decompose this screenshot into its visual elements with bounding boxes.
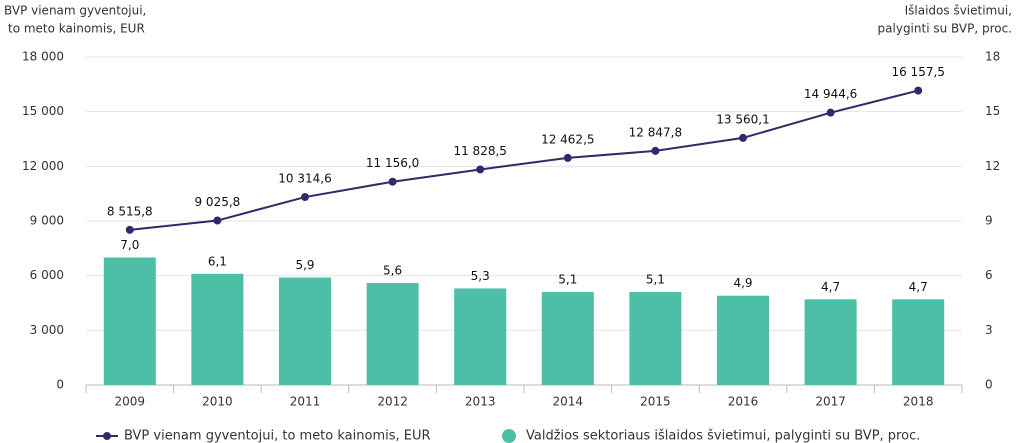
y2-tick-label: 0 (985, 378, 993, 392)
bar (717, 295, 769, 385)
legend-swatch (502, 429, 516, 443)
line-point (388, 177, 397, 186)
bar (279, 277, 331, 385)
bar (629, 292, 682, 385)
bar (103, 257, 156, 385)
line-label: 12 847,8 (629, 125, 682, 139)
bar (804, 299, 857, 385)
bar-label: 4,9 (733, 276, 752, 290)
line-label: 10 314,6 (278, 172, 331, 186)
bar-label: 5,3 (471, 269, 490, 283)
x-tick-label: 2015 (640, 395, 671, 409)
bar (892, 299, 945, 385)
x-tick-label: 2016 (728, 395, 759, 409)
bar-label: 5,1 (646, 273, 665, 287)
line-label: 13 560,1 (716, 112, 769, 126)
line-label: 12 462,5 (541, 132, 594, 146)
y-axis-title: BVP vienam gyventojui, (4, 4, 146, 18)
x-tick-label: 2010 (202, 395, 233, 409)
y2-tick-label: 12 (985, 159, 1000, 173)
y2-axis-title: Išlaidos švietimui, (905, 4, 1012, 18)
bar-label: 5,6 (383, 263, 402, 277)
x-tick-label: 2013 (465, 395, 496, 409)
bar-label: 4,7 (909, 280, 928, 294)
line-point (739, 133, 747, 142)
line-point (301, 193, 309, 202)
line-point (563, 153, 572, 162)
y-tick-label: 9 000 (30, 214, 64, 228)
line-label: 8 515,8 (107, 204, 153, 218)
bar-label: 4,7 (821, 280, 840, 294)
line-point (826, 108, 835, 117)
y2-tick-label: 6 (985, 268, 993, 282)
y2-axis-title: palyginti su BVP, proc. (878, 22, 1012, 36)
bar (191, 273, 244, 385)
x-tick-label: 2009 (115, 395, 146, 409)
bar (454, 288, 507, 385)
line-point (213, 216, 222, 225)
legend-label: BVP vienam gyventojui, to meto kainomis,… (124, 429, 431, 443)
y-tick-label: 18 000 (22, 50, 64, 64)
y2-tick-label: 15 (985, 104, 1000, 118)
y2-tick-label: 9 (985, 214, 993, 228)
line-point (476, 165, 485, 174)
line-label: 9 025,8 (194, 195, 240, 209)
x-tick-label: 2017 (815, 395, 846, 409)
line-label: 16 157,5 (891, 65, 944, 79)
line (129, 89, 919, 231)
x-tick-label: 2011 (290, 395, 321, 409)
legend-label: Valdžios sektoriaus išlaidos švietimui, … (526, 429, 920, 443)
line-label: 11 156,0 (366, 156, 419, 170)
y-tick-label: 15 000 (22, 104, 64, 118)
line-point (914, 86, 923, 95)
line-point (651, 146, 660, 155)
x-tick-label: 2018 (903, 395, 934, 409)
bar-label: 7,0 (120, 238, 139, 252)
line-label: 11 828,5 (453, 144, 506, 158)
bar-label: 5,1 (558, 273, 577, 287)
y-axis-title: to meto kainomis, EUR (8, 22, 145, 36)
bar (541, 292, 594, 385)
bar-label: 5,9 (295, 258, 314, 272)
line-point (125, 225, 134, 234)
bar-label: 6,1 (208, 254, 227, 268)
y-tick-label: 3 000 (30, 323, 64, 337)
x-tick-label: 2014 (553, 395, 584, 409)
y2-tick-label: 3 (985, 323, 993, 337)
y-tick-label: 12 000 (22, 159, 64, 173)
legend-swatch (103, 432, 111, 440)
y2-tick-label: 18 (985, 50, 1000, 64)
bar (366, 282, 419, 385)
line-label: 14 944,6 (804, 87, 857, 101)
y-tick-label: 6 000 (30, 268, 64, 282)
y-tick-label: 0 (56, 378, 64, 392)
x-tick-label: 2012 (377, 395, 408, 409)
